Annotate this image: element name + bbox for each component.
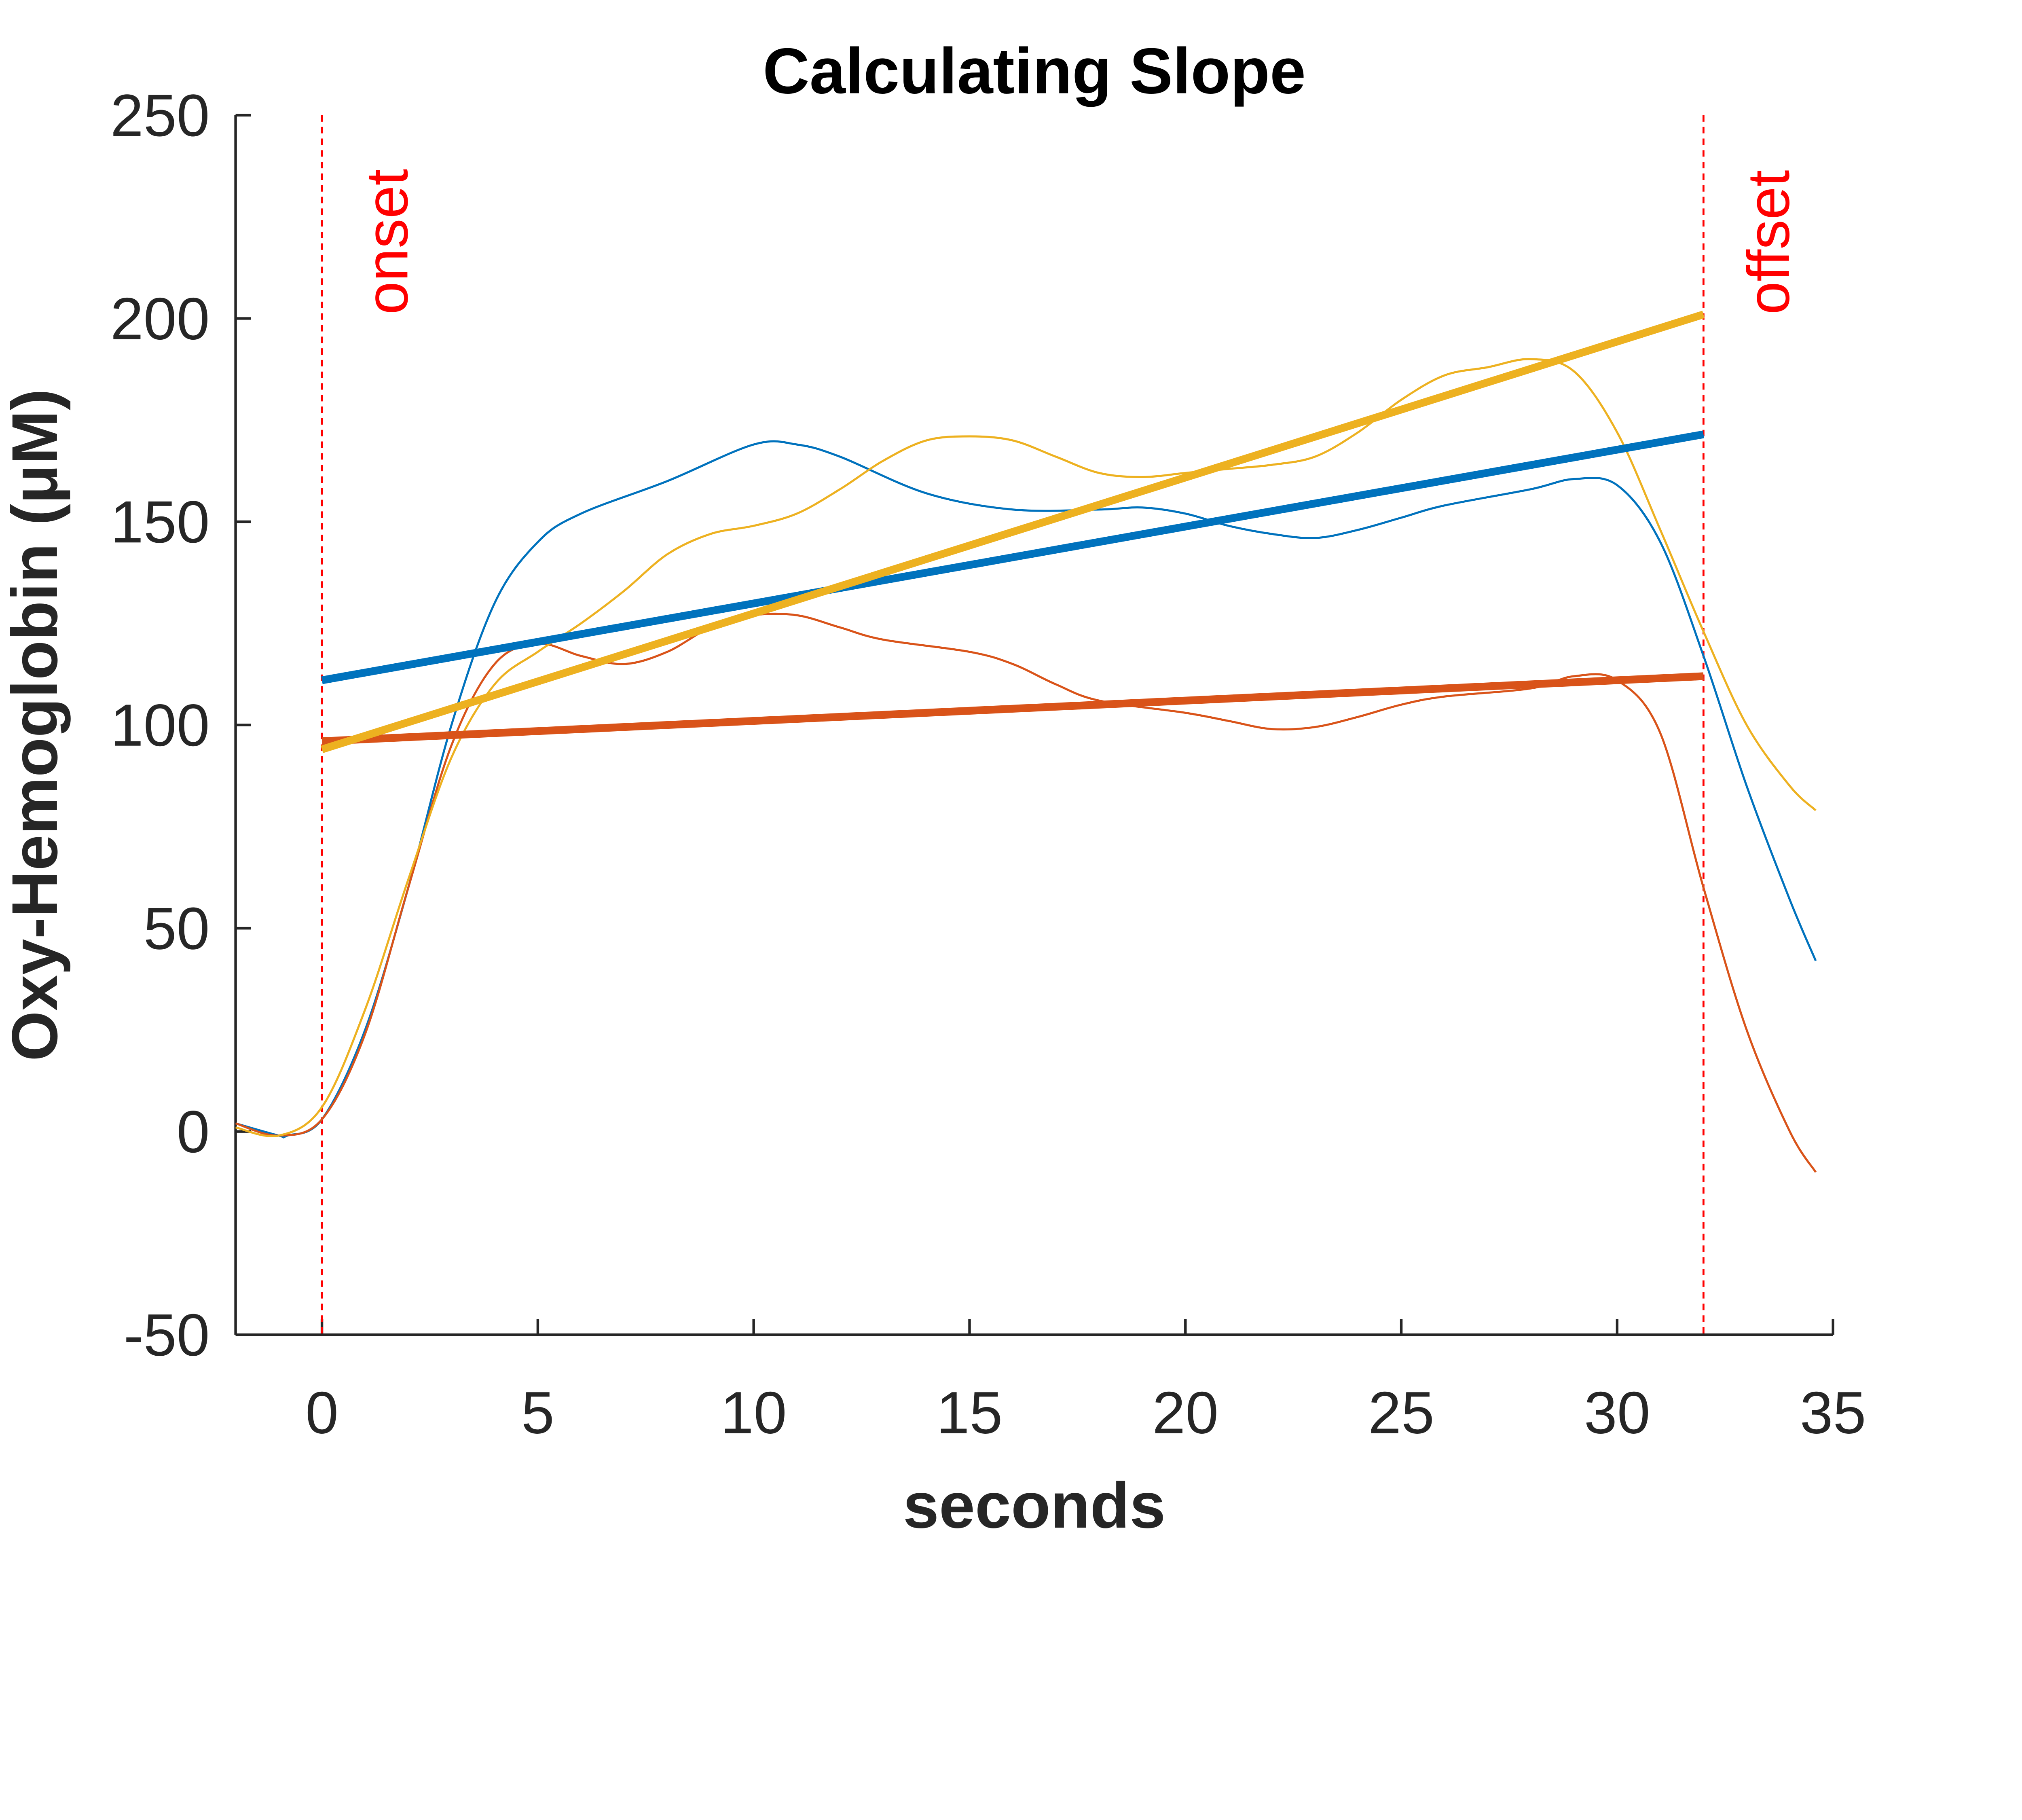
x-tick-label: 5 <box>521 1380 554 1446</box>
series-line-1 <box>235 612 1817 1173</box>
fit-line-3 <box>321 430 1705 684</box>
y-axis-label: Oxy-Hemoglobin (μM) <box>0 389 71 1061</box>
y-tick-label: 150 <box>110 489 210 555</box>
x-tick-label: 0 <box>305 1380 338 1446</box>
chart: Calculating Slope 0 5 10 15 20 25 30 35 -50 0 50 10… <box>0 34 1866 1541</box>
x-tick-label: 30 <box>1584 1380 1650 1446</box>
chart-title: Calculating Slope <box>763 34 1306 107</box>
fit-line-5 <box>321 311 1705 753</box>
x-tick-label: 20 <box>1152 1380 1218 1446</box>
x-tick-label: 35 <box>1800 1380 1866 1446</box>
series-line-0 <box>235 440 1817 1139</box>
y-tick-label: 0 <box>177 1099 210 1165</box>
plot-area: 0 5 10 15 20 25 30 35 -50 0 50 100 150 200 250 onset off… <box>110 83 1866 1446</box>
x-axis-label: seconds <box>903 1469 1165 1541</box>
y-tick-label: 50 <box>144 895 210 962</box>
x-tick-label: 25 <box>1368 1380 1434 1446</box>
y-tick-label: 250 <box>110 83 210 149</box>
y-tick-label: -50 <box>124 1302 210 1368</box>
fit-line-4 <box>321 672 1704 745</box>
x-tick-label: 15 <box>937 1380 1003 1446</box>
y-tick-label: 100 <box>110 692 210 759</box>
series-line-2 <box>235 358 1817 1137</box>
y-tick-label: 200 <box>110 286 210 352</box>
annotation-label-offset: offset <box>1736 170 1802 314</box>
x-tick-label: 10 <box>721 1380 787 1446</box>
annotation-label-onset: onset <box>354 169 420 315</box>
